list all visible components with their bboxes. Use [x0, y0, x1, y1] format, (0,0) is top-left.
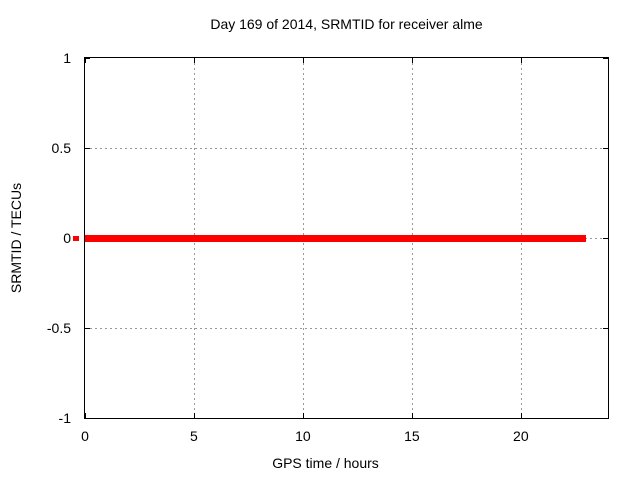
y-tick-right: [603, 418, 608, 419]
y-tick-right: [603, 328, 608, 329]
x-tick-label: 0: [81, 428, 89, 444]
y-tick-left: [85, 418, 90, 419]
x-tick-label: 5: [190, 428, 198, 444]
y-tick-left: [85, 328, 90, 329]
y-tick-right: [603, 148, 608, 149]
y-gridline: [85, 148, 608, 149]
y-tick-left: [85, 58, 90, 59]
x-tick-label: 15: [404, 428, 420, 444]
y-tick-right: [603, 58, 608, 59]
x-tick-top: [520, 58, 522, 63]
y-tick-label: 1: [63, 50, 71, 66]
y-gridline: [85, 328, 608, 329]
chart-title: Day 169 of 2014, SRMTID for receiver alm…: [210, 16, 483, 32]
data-line-srmtid: [85, 234, 587, 242]
y-tick-label: 0.5: [51, 140, 71, 156]
plot-area: 0 5 10 15 20 -1 -0.5 0 0.5 1: [47, 50, 609, 444]
x-tick-top: [85, 58, 86, 63]
x-tick-top: [302, 58, 304, 63]
y-tick-label: -1: [58, 410, 71, 426]
x-tick-label: 20: [513, 428, 529, 444]
x-axis-label: GPS time / hours: [272, 455, 379, 471]
x-tick-top: [193, 58, 195, 63]
x-tick-bottom: [302, 413, 304, 418]
x-tick-bottom: [520, 413, 522, 418]
x-tick-top: [411, 58, 413, 63]
x-tick-label: 10: [295, 428, 311, 444]
y-tick-right: [603, 238, 608, 239]
y-tick-label: 0: [63, 230, 71, 246]
x-tick-bottom: [85, 413, 86, 418]
stray-red-dash: [73, 235, 79, 241]
y-tick-left: [85, 148, 90, 149]
y-tick-label: -0.5: [46, 320, 71, 336]
x-tick-bottom: [193, 413, 195, 418]
x-tick-bottom: [411, 413, 413, 418]
